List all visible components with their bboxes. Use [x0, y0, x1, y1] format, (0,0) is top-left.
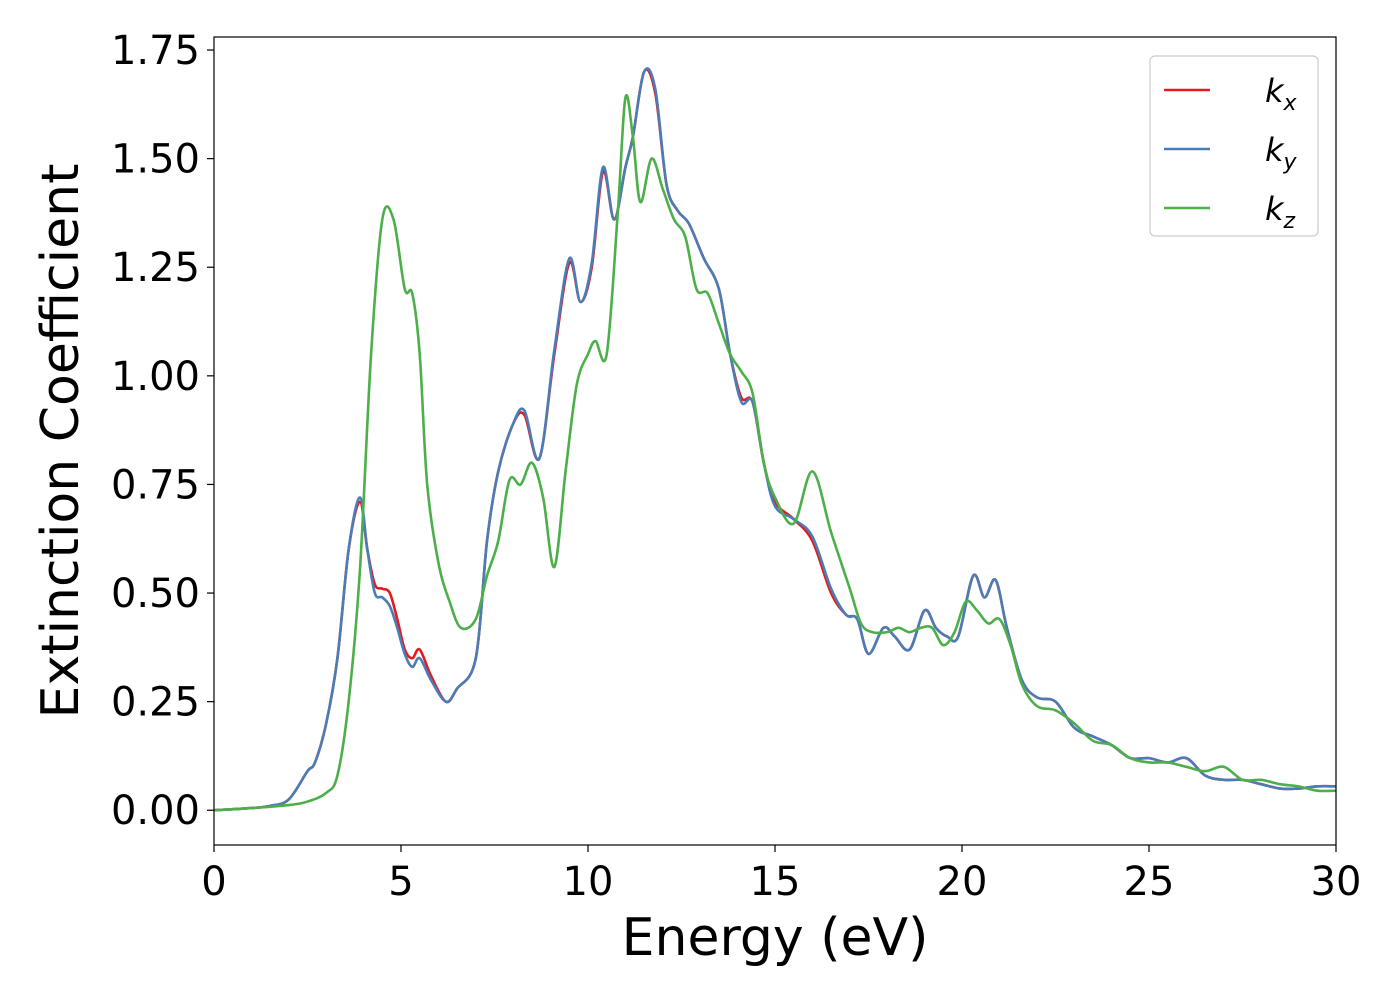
series-line-k-y — [214, 67, 1336, 812]
legend-entry-subscript: y — [1283, 150, 1298, 175]
legend-entry-subscript: x — [1283, 91, 1298, 116]
legend-entry-main: k — [1265, 131, 1285, 169]
y-tick-label: 0.75 — [111, 462, 200, 508]
y-tick-label: 0.25 — [111, 680, 200, 726]
x-tick-label: 0 — [201, 859, 226, 905]
x-tick-label: 15 — [750, 859, 801, 905]
legend-entry-label: kz — [1265, 190, 1296, 234]
legend-entry-main: k — [1265, 72, 1285, 110]
x-axis: 0 5 10 15 20 25 30 — [201, 845, 1361, 905]
y-tick-label: 1.25 — [111, 245, 200, 291]
y-tick-label: 0.00 — [111, 788, 200, 834]
x-tick-label: 5 — [388, 859, 413, 905]
y-tick-label: 0.50 — [111, 571, 200, 617]
y-tick-label: 1.50 — [111, 137, 200, 183]
legend-entry-label: kx — [1265, 72, 1298, 116]
y-axis-title: Extinction Coefficient — [31, 164, 91, 719]
x-tick-label: 10 — [563, 859, 614, 905]
y-tick-label: 1.00 — [111, 354, 200, 400]
x-tick-label: 25 — [1124, 859, 1175, 905]
series-line-k-z — [214, 94, 1336, 812]
legend-box — [1149, 55, 1319, 237]
x-tick-label: 30 — [1311, 859, 1362, 905]
y-tick-label: 1.75 — [111, 28, 200, 74]
series-lines — [214, 67, 1336, 812]
legend-entry-main: k — [1265, 190, 1285, 228]
legend-entry-label: ky — [1265, 131, 1298, 175]
legend-entry-subscript: z — [1283, 209, 1296, 234]
x-axis-title: Energy (eV) — [622, 908, 929, 968]
x-tick-label: 20 — [937, 859, 988, 905]
y-axis: 0.00 0.25 0.50 0.75 1.00 1.25 1.50 1.75 — [111, 28, 214, 834]
